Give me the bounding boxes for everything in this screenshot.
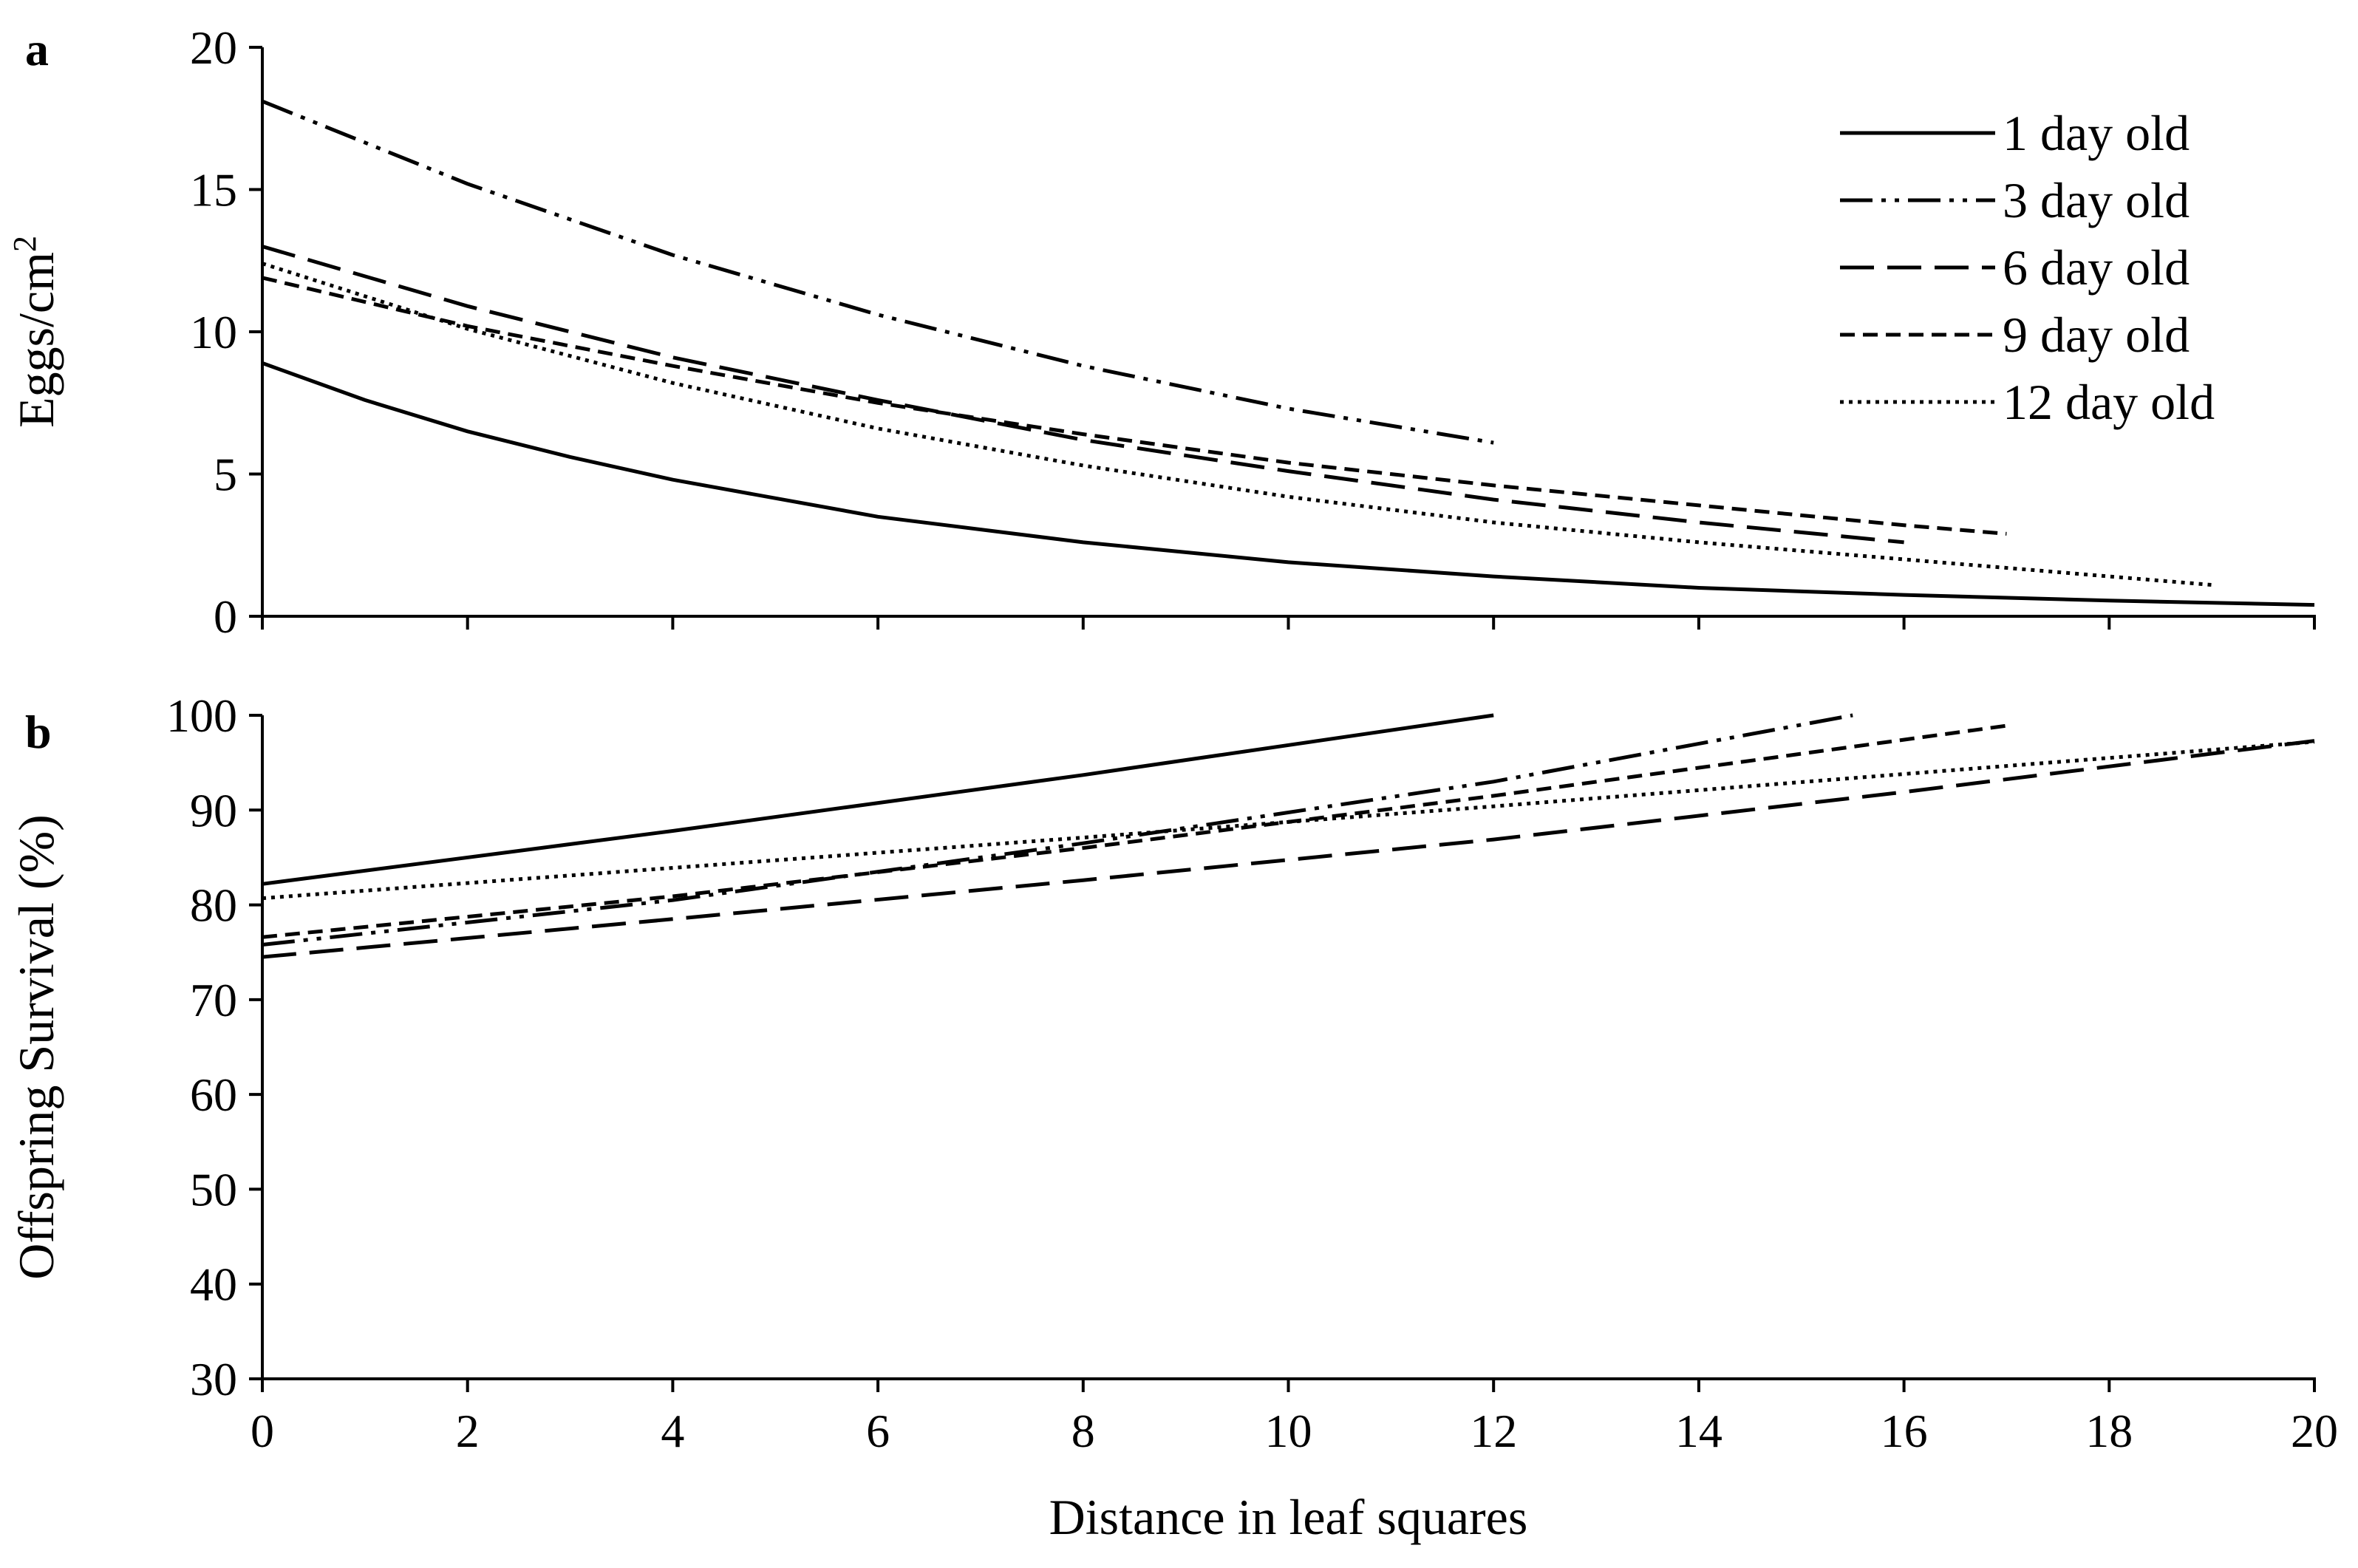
series-line-9-day-old [262,276,2007,536]
legend-label: 9 day old [2003,307,2190,363]
x-tick-label: 6 [866,1405,890,1457]
y-tick-label: 100 [166,689,237,742]
y-tick-label: 30 [190,1353,237,1405]
x-tick-label: 10 [1265,1405,1312,1457]
y-axis-title: Offspring Survival (%) [8,814,64,1280]
y-tick-label: 90 [190,784,237,836]
x-tick-label: 16 [1881,1405,1928,1457]
x-tick-label: 18 [2085,1405,2133,1457]
y-tick-label: 40 [190,1258,237,1311]
y-tick-label: 5 [214,449,237,501]
y-tick-label: 60 [190,1068,237,1121]
legend-label: 6 day old [2003,239,2190,296]
x-tick-label: 4 [661,1405,684,1457]
panel-a-eggs-chart: a 0 5 10 15 20 Eggs/cm2 1 day old 3 day old 6 day… [7,21,2316,643]
y-tick-label: 50 [190,1163,237,1216]
series-line-9-day-old [262,723,2007,939]
series-line-3-day-old [262,713,1853,947]
legend-label: 1 day old [2003,105,2190,161]
x-tick-label: 14 [1675,1405,1723,1457]
panel-letter: a [25,23,49,75]
x-tick-label: 2 [456,1405,480,1457]
y-tick-label: 70 [190,974,237,1026]
x-tick-label: 12 [1470,1405,1517,1457]
y-tick-label: 80 [190,879,237,932]
x-tick-label: 8 [1071,1405,1095,1457]
series-line-6-day-old [262,245,1904,545]
legend: 1 day old 3 day old 6 day old 9 day old 12 d… [1840,105,2215,430]
y-tick-label: 0 [214,590,237,643]
panel-letter: b [25,706,52,758]
series-line-3-day-old [262,99,1494,445]
y-tick-label: 20 [190,21,237,74]
series-line-12-day-old [262,740,2315,901]
y-axis-title-superscript: 2 [7,236,43,252]
series-line-12-day-old [262,262,2212,587]
x-axis-title: Distance in leaf squares [1049,1489,1528,1545]
series-line-1-day-old [262,361,2315,607]
y-tick-label: 10 [190,306,237,358]
y-tick-label: 15 [190,164,237,217]
panel-b-survival-chart: b 30 40 50 60 70 80 90 100 0 2 4 6 8 10 12 14 16 18 20 Offsp… [8,689,2338,1545]
legend-label: 3 day old [2003,172,2190,228]
legend-label: 12 day old [2003,374,2215,430]
x-tick-label: 0 [251,1405,274,1457]
series-line-6-day-old [262,739,2315,959]
series-line-1-day-old [262,713,1494,886]
y-axis-title: Eggs/cm2 [7,236,65,428]
x-tick-label: 20 [2291,1405,2338,1457]
